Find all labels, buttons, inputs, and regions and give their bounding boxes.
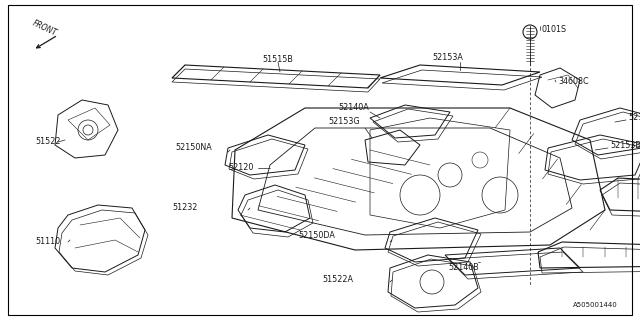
Text: 51522: 51522 bbox=[35, 138, 61, 147]
Text: 0101S: 0101S bbox=[542, 26, 567, 35]
Text: 52140A: 52140A bbox=[338, 103, 369, 113]
Text: 52153B: 52153B bbox=[610, 140, 640, 149]
Text: FRONT: FRONT bbox=[31, 19, 59, 37]
Text: 52153A: 52153A bbox=[433, 53, 463, 62]
Text: 52140B: 52140B bbox=[448, 263, 479, 273]
Text: 52120: 52120 bbox=[228, 164, 253, 172]
Text: 51515B: 51515B bbox=[262, 55, 293, 65]
Text: 52150C: 52150C bbox=[628, 114, 640, 123]
Text: 34608C: 34608C bbox=[558, 77, 589, 86]
Text: A505001440: A505001440 bbox=[573, 302, 618, 308]
Text: 51110: 51110 bbox=[35, 237, 60, 246]
Text: 52153G: 52153G bbox=[328, 117, 360, 126]
Text: 51522A: 51522A bbox=[322, 276, 353, 284]
Text: 52150NA: 52150NA bbox=[175, 143, 212, 153]
Text: 52150DA: 52150DA bbox=[298, 230, 335, 239]
Text: 51232: 51232 bbox=[172, 204, 197, 212]
